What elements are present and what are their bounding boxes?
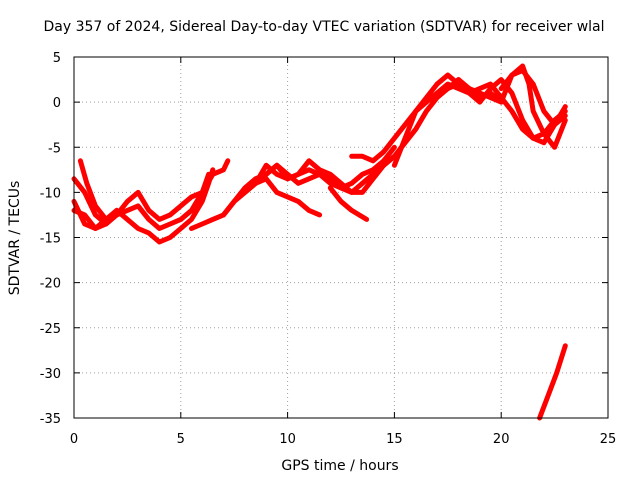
- x-tick-label: 0: [70, 432, 78, 447]
- x-tick-label: 25: [600, 432, 617, 447]
- series-line-track-11: [391, 72, 568, 168]
- x-tick-label: 10: [279, 432, 296, 447]
- chart-title: Day 357 of 2024, Sidereal Day-to-day VTE…: [43, 19, 604, 35]
- series-line-track-3: [77, 158, 212, 231]
- y-tick-label: -30: [40, 367, 61, 382]
- x-tick-label: 5: [177, 432, 185, 447]
- series-line-track-12: [445, 68, 568, 128]
- x-axis-label: GPS time / hours: [281, 458, 398, 474]
- y-tick-label: -20: [40, 277, 61, 292]
- y-axis-label: SDTVAR / TECUs: [7, 181, 23, 296]
- series-line-track-4: [71, 207, 120, 231]
- series-line-track-14: [537, 343, 568, 421]
- y-tick-label: 5: [53, 51, 61, 66]
- series-line-track-13: [498, 63, 568, 150]
- series-line-track-8: [253, 176, 323, 218]
- series-layer: [71, 63, 568, 421]
- grid-layer: [74, 57, 608, 418]
- y-tick-label: -10: [40, 186, 61, 201]
- y-tick-label: 0: [53, 96, 61, 111]
- y-tick-label: -35: [40, 412, 61, 427]
- y-tick-label: -15: [40, 232, 61, 247]
- x-tick-label: 15: [386, 432, 403, 447]
- x-tick-label: 20: [493, 432, 510, 447]
- series-line-track-9: [327, 185, 370, 222]
- tick-layer: 0 5 10 15 20 25 5 0 -5 -10 -15 -20 -25 -30 -35: [40, 51, 617, 447]
- y-tick-label: -5: [48, 141, 61, 156]
- y-tick-label: -25: [40, 322, 61, 337]
